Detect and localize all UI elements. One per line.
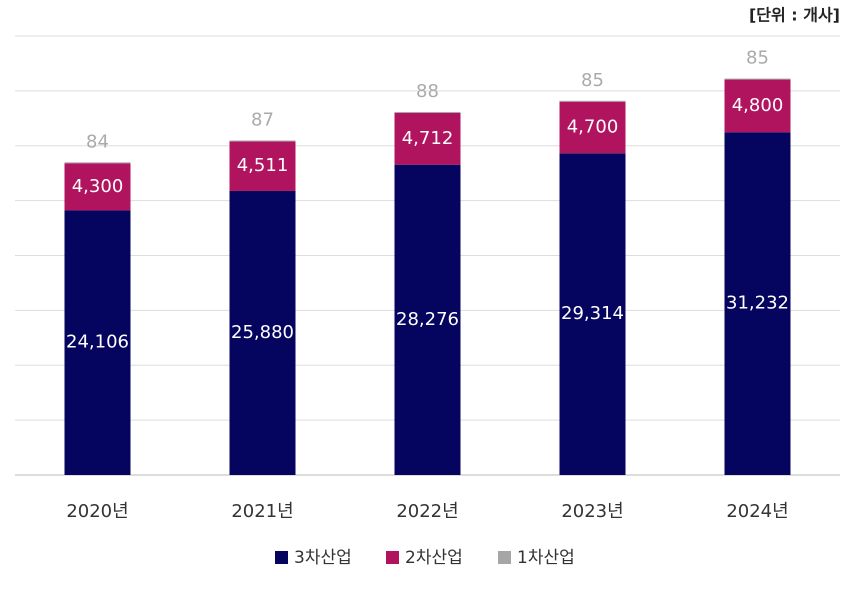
- bar-segment: [724, 132, 791, 475]
- x-tick-label: 2023년: [561, 501, 623, 522]
- bar-segment: [724, 79, 791, 133]
- bar-segment: [559, 100, 626, 102]
- x-tick-label: 2024년: [726, 501, 788, 522]
- bar-segment: [394, 164, 461, 475]
- value-label: 24,106: [66, 332, 129, 353]
- x-tick-label: 2022년: [396, 501, 458, 522]
- value-label: 29,314: [561, 303, 624, 324]
- bar-segment: [724, 78, 791, 80]
- unit-label: [단위 : 개사]: [749, 6, 840, 25]
- value-label: 4,800: [732, 95, 784, 116]
- value-label: 28,276: [396, 309, 459, 330]
- bar-segment: [559, 153, 626, 475]
- value-label: 87: [251, 110, 274, 131]
- bar-segment: [229, 140, 296, 142]
- bar-segment: [559, 101, 626, 154]
- legend-swatch: [386, 551, 399, 564]
- value-label: 4,511: [237, 155, 289, 176]
- legend-label: 1차산업: [517, 548, 575, 568]
- bar-segment: [229, 190, 296, 476]
- legend-swatch: [498, 551, 511, 564]
- legend-label: 3차산업: [294, 548, 352, 568]
- bar-segment: [229, 141, 296, 191]
- bar-segment: [394, 111, 461, 113]
- legend-swatch: [275, 551, 288, 564]
- value-label: 4,300: [72, 176, 124, 197]
- value-label: 25,880: [231, 322, 294, 343]
- value-label: 4,700: [567, 116, 619, 137]
- x-tick-label: 2021년: [231, 501, 293, 522]
- value-label: 31,232: [726, 293, 789, 314]
- x-tick-label: 2020년: [66, 501, 128, 522]
- bar-segment: [394, 112, 461, 165]
- value-label: 85: [746, 48, 769, 69]
- value-label: 85: [581, 70, 604, 91]
- value-label: 84: [86, 131, 109, 152]
- bar-segment: [64, 162, 131, 164]
- bar-segment: [64, 210, 131, 475]
- value-label: 88: [416, 81, 439, 102]
- value-label: 4,712: [402, 128, 454, 149]
- bar-segment: [64, 163, 131, 211]
- legend-label: 2차산업: [405, 548, 463, 568]
